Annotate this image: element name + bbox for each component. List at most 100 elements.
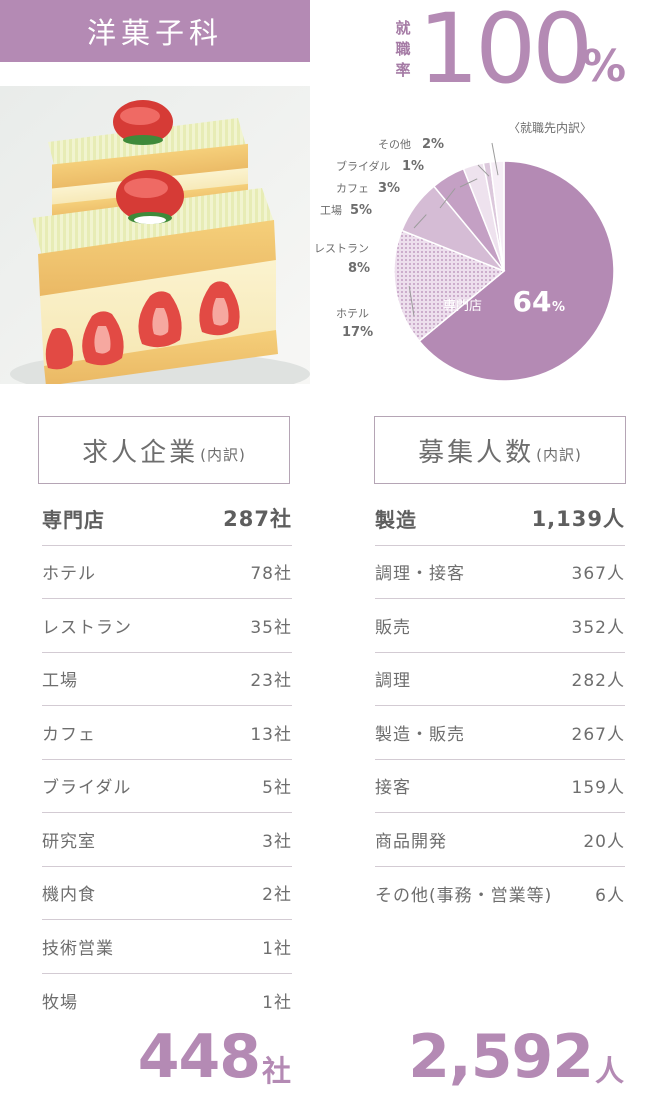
companies-row-label: 専門店 <box>42 507 105 532</box>
recruits-row: 接客 159人 <box>375 760 625 813</box>
pie-leader-other <box>491 142 499 176</box>
recruits-row: 調理・接客 367人 <box>375 546 625 599</box>
recruits-row-label: その他(事務・営業等) <box>375 885 553 906</box>
pie-value-restaurant: 8% <box>348 261 370 276</box>
page-title: 洋菓子科 <box>86 16 223 50</box>
pie-slice-specialty <box>418 160 615 382</box>
recruits-row-label: 製造 <box>375 507 417 532</box>
pie-label-cafe: カフェ <box>336 182 369 195</box>
pie-leader-factory <box>439 188 456 209</box>
pie-slice-other <box>489 160 505 272</box>
companies-title: 求人企業 <box>82 437 199 468</box>
recruits-row: その他(事務・営業等) 6人 <box>375 867 625 921</box>
companies-total-unit: 社 <box>261 1054 291 1088</box>
companies-row-label: レストラン <box>42 617 132 638</box>
pie-title: 〈就職先内訳〉 <box>508 120 592 135</box>
pie-slice-hotel <box>393 229 506 343</box>
recruits-subtitle: (内訳) <box>536 445 582 464</box>
companies-row: 専門店 287社 <box>42 492 292 546</box>
employment-rate-value: 100 <box>418 0 593 105</box>
recruits-row-value: 6人 <box>595 885 625 906</box>
companies-row-value: 2社 <box>262 885 292 906</box>
companies-row-value: 35社 <box>250 617 292 638</box>
companies-row: レストラン 35社 <box>42 599 292 653</box>
companies-row-value: 13社 <box>250 724 292 745</box>
companies-row: ブライダル 5社 <box>42 760 292 813</box>
pie-value-cafe: 3% <box>378 181 400 196</box>
recruits-row: 商品開発 20人 <box>375 813 625 867</box>
recruits-row-value: 159人 <box>571 778 625 799</box>
pie-leader-cafe <box>459 178 478 188</box>
companies-total-number: 448 <box>137 1022 261 1092</box>
recruits-row-label: 調理 <box>375 671 411 692</box>
recruits-title: 募集人数 <box>418 437 535 468</box>
pie-leader-bridal <box>477 164 490 177</box>
recruits-row-label: 製造・販売 <box>375 724 465 745</box>
recruits-row: 調理 282人 <box>375 653 625 706</box>
pie-value-factory: 5% <box>350 203 372 218</box>
recruits-row-label: 接客 <box>375 778 411 799</box>
recruits-total: 2,592 人 <box>408 1022 624 1092</box>
companies-row-value: 1社 <box>262 938 292 959</box>
companies-row-label: ブライダル <box>42 778 132 799</box>
companies-row-value: 78社 <box>250 564 292 585</box>
employment-rate-label: 就職率 <box>395 19 411 79</box>
companies-row-label: 機内食 <box>42 885 96 906</box>
cake-photo <box>0 86 310 384</box>
companies-subtitle: (内訳) <box>200 445 246 464</box>
companies-row: 技術営業 1社 <box>42 920 292 974</box>
recruits-row-value: 267人 <box>571 724 625 745</box>
recruits-total-number: 2,592 <box>408 1022 594 1092</box>
recruits-row-label: 販売 <box>375 617 411 638</box>
companies-row-value: 287社 <box>223 507 292 532</box>
companies-row: 牧場 1社 <box>42 974 292 1028</box>
recruits-row-value: 352人 <box>571 617 625 638</box>
recruits-list: 製造 1,139人調理・接客 367人販売 352人調理 282人製造・販売 267人接客… <box>375 492 625 920</box>
companies-row-value: 3社 <box>262 831 292 852</box>
pie-label-specialty: 専門店 <box>443 299 482 314</box>
recruits-row-value: 20人 <box>583 831 625 852</box>
companies-total: 448 社 <box>138 1022 291 1092</box>
pie-leader-hotel <box>408 285 415 317</box>
companies-row: カフェ 13社 <box>42 706 292 760</box>
recruits-row: 製造 1,139人 <box>375 492 625 546</box>
companies-row: ホテル 78社 <box>42 546 292 599</box>
companies-row-label: 研究室 <box>42 831 96 852</box>
companies-list: 専門店 287社ホテル 78社レストラン 35社工場 23社カフェ 13社ブライダル 5社研… <box>42 492 292 1027</box>
companies-row-label: 工場 <box>42 671 78 692</box>
companies-row-value: 23社 <box>250 671 292 692</box>
recruits-row-label: 商品開発 <box>375 831 447 852</box>
header-bar <box>0 0 310 62</box>
companies-row: 研究室 3社 <box>42 813 292 867</box>
recruits-header-box: 募集人数 (内訳) <box>374 416 626 484</box>
recruits-row-label: 調理・接客 <box>375 564 465 585</box>
pie-value-bridal: 1% <box>402 159 424 174</box>
recruits-total-unit: 人 <box>594 1054 624 1088</box>
companies-row-label: 牧場 <box>42 992 78 1013</box>
companies-row: 工場 23社 <box>42 653 292 706</box>
pie-label-factory: 工場 <box>320 204 342 217</box>
pie-value-other: 2% <box>422 137 444 152</box>
pie-value-specialty: 64 <box>513 285 552 318</box>
pie-label-other: その他 <box>378 138 411 151</box>
recruits-row-value: 282人 <box>571 671 625 692</box>
companies-header-box: 求人企業 (内訳) <box>38 416 290 484</box>
pie-leader-restaurant <box>413 214 427 229</box>
recruits-row-value: 1,139人 <box>531 507 625 532</box>
employment-rate-unit: % <box>582 41 627 92</box>
employment-pie-chart: 〈就職先内訳〉 専門店 64 % ホテル 17% レストラン 8% 工場 5% カフェ 3% ブライダ… <box>314 120 615 382</box>
pie-value-hotel: 17% <box>342 325 373 340</box>
recruits-row: 販売 352人 <box>375 599 625 653</box>
pie-unit-specialty: % <box>552 300 565 315</box>
companies-row-label: カフェ <box>42 724 96 745</box>
recruits-row-value: 367人 <box>571 564 625 585</box>
pie-label-restaurant: レストラン <box>314 242 369 255</box>
companies-row-label: ホテル <box>42 564 96 585</box>
pie-label-hotel: ホテル <box>336 307 369 320</box>
companies-row-value: 1社 <box>262 992 292 1013</box>
companies-row: 機内食 2社 <box>42 867 292 920</box>
recruits-row: 製造・販売 267人 <box>375 706 625 760</box>
companies-row-label: 技術営業 <box>42 938 114 959</box>
pie-label-bridal: ブライダル <box>336 159 391 173</box>
companies-row-value: 5社 <box>262 778 292 799</box>
